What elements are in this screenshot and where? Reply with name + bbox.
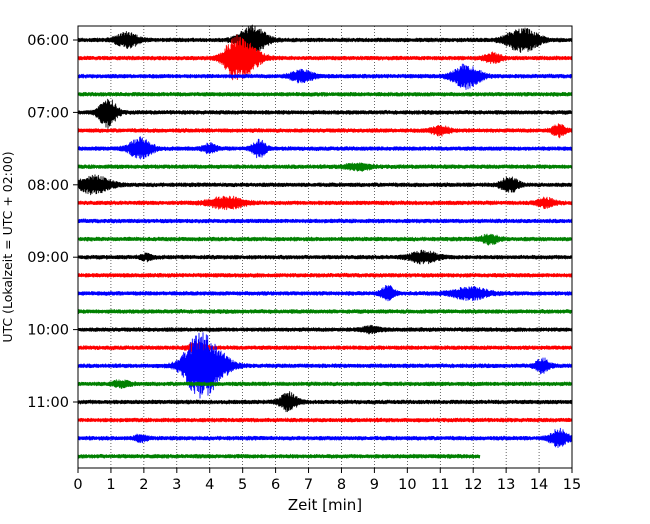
- x-tick-label-2: 2: [139, 477, 148, 493]
- trace-0700: [77, 98, 573, 129]
- plot-frame: [77, 25, 573, 469]
- trace-0645: [77, 91, 573, 97]
- x-tick-label-0: 0: [73, 477, 82, 493]
- x-axis-ticks: 0 1 2 3 4 5 6 7 8 9 10 11 12 13 14 15: [73, 468, 581, 493]
- trace-1100: [77, 391, 573, 413]
- y-tick-label-0900: 09:00: [27, 250, 69, 266]
- trace-0715: [77, 123, 573, 139]
- trace-0615: [77, 34, 573, 81]
- trace-0815: [77, 195, 573, 211]
- trace-1000: [77, 324, 573, 335]
- x-tick-label-1: 1: [106, 477, 115, 493]
- x-axis-label: Zeit [min]: [288, 496, 362, 514]
- x-tick-label-9: 9: [370, 477, 379, 493]
- y-tick-label-1000: 10:00: [27, 323, 69, 339]
- x-tick-label-10: 10: [398, 477, 416, 493]
- y-tick-label-0800: 08:00: [27, 178, 69, 194]
- x-tick-label-14: 14: [530, 477, 548, 493]
- trace-0800: [77, 174, 573, 196]
- x-tick-label-13: 13: [497, 477, 515, 493]
- x-tick-label-7: 7: [304, 477, 313, 493]
- trace-0845: [77, 233, 573, 246]
- y-axis-ticks: 06:00 07:00 08:00 09:00 10:00 11:00: [27, 33, 78, 411]
- x-tick-label-15: 15: [563, 477, 581, 493]
- y-tick-label-0700: 07:00: [27, 105, 69, 121]
- trace-1115: [77, 417, 573, 423]
- y-axis-label: UTC (Lokalzeit = UTC + 02:00): [0, 151, 15, 342]
- trace-1015: [77, 341, 573, 354]
- x-tick-label-11: 11: [431, 477, 449, 493]
- x-tick-label-3: 3: [172, 477, 181, 493]
- traces: [77, 24, 573, 459]
- trace-0930: [77, 285, 573, 302]
- x-tick-label-8: 8: [337, 477, 346, 493]
- trace-0600: [77, 24, 573, 56]
- trace-0830: [77, 218, 573, 224]
- trace-1045: [77, 379, 573, 389]
- trace-1145: [77, 453, 481, 459]
- y-tick-label-1100: 11:00: [27, 395, 69, 411]
- trace-0730: [77, 136, 573, 160]
- trace-0915: [77, 272, 573, 278]
- x-tick-label-4: 4: [205, 477, 214, 493]
- x-tick-label-12: 12: [464, 477, 482, 493]
- y-tick-label-0600: 06:00: [27, 33, 69, 49]
- trace-0945: [77, 308, 573, 315]
- trace-0630: [77, 63, 573, 90]
- trace-0900: [77, 249, 573, 265]
- x-tick-label-5: 5: [238, 477, 247, 493]
- trace-1030: [77, 332, 573, 399]
- trace-0745: [77, 162, 573, 172]
- trace-1130: [77, 427, 573, 448]
- x-tick-label-6: 6: [271, 477, 280, 493]
